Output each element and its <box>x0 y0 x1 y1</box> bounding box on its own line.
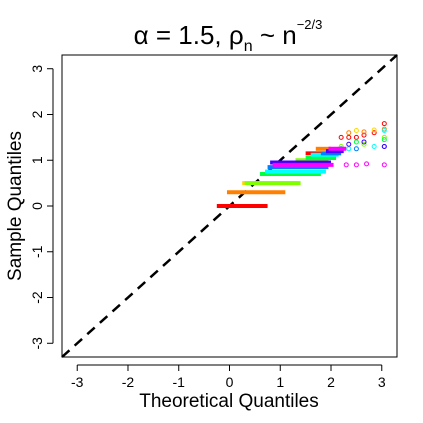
quantile-point <box>346 146 352 152</box>
y-axis: -3 -2 -1 0 1 2 3 <box>29 65 54 350</box>
x-tick-label: 2 <box>327 374 335 390</box>
quantile-point <box>361 141 367 147</box>
data-marks <box>216 121 387 208</box>
quantile-point <box>361 132 367 138</box>
x-tick-label: 3 <box>378 374 386 390</box>
x-tick-label: 1 <box>276 374 284 390</box>
quantile-point <box>361 129 367 135</box>
quantile-point <box>346 141 352 147</box>
y-tick-label: -3 <box>29 337 45 350</box>
y-tick-label: 2 <box>29 110 45 118</box>
x-tick-label: 0 <box>226 374 234 390</box>
x-axis-label: Theoretical Quantiles <box>139 391 319 412</box>
quantile-point <box>381 121 387 127</box>
quantile-point <box>361 139 367 145</box>
quantile-point <box>343 162 349 168</box>
quantile-point <box>353 162 359 168</box>
quantile-point <box>346 130 352 136</box>
quantile-point <box>353 146 359 152</box>
plot-frame <box>61 54 398 358</box>
y-tick-label: 0 <box>29 202 45 210</box>
quantile-point <box>364 161 370 167</box>
alpha-value: = 1.5, <box>149 20 229 50</box>
quantile-point <box>381 128 387 133</box>
exponent: −2/3 <box>297 17 323 32</box>
y-tick-label: 1 <box>29 156 45 164</box>
quantile-point <box>338 134 344 140</box>
x-tick-label: -2 <box>122 374 135 390</box>
quantile-point <box>381 137 387 143</box>
quantile-point <box>381 134 387 140</box>
y-tick-label: 3 <box>29 65 45 73</box>
quantile-point <box>353 128 359 133</box>
quantile-point <box>371 127 377 133</box>
quantile-point <box>346 134 352 140</box>
x-tick-label: -3 <box>71 374 84 390</box>
quantile-point <box>371 144 377 150</box>
y-tick-label: -2 <box>29 291 45 304</box>
x-axis: -3 -2 -1 0 1 2 3 <box>71 364 386 390</box>
chart-title: α = 1.5, ρn ~ n−2/3 <box>134 17 323 55</box>
quantile-point <box>371 130 377 136</box>
quantile-point <box>381 162 387 168</box>
alpha-symbol: α <box>134 20 149 50</box>
y-axis-label: Sample Quantiles <box>5 131 26 281</box>
tilde-n: ~ n <box>253 20 297 50</box>
rho-subscript: n <box>244 38 253 55</box>
y-tick-label: -1 <box>29 245 45 258</box>
rho-symbol: ρ <box>229 20 244 50</box>
quantile-point <box>353 139 359 145</box>
x-tick-label: -1 <box>173 374 186 390</box>
quantile-point <box>353 134 359 140</box>
quantile-point <box>381 144 387 150</box>
